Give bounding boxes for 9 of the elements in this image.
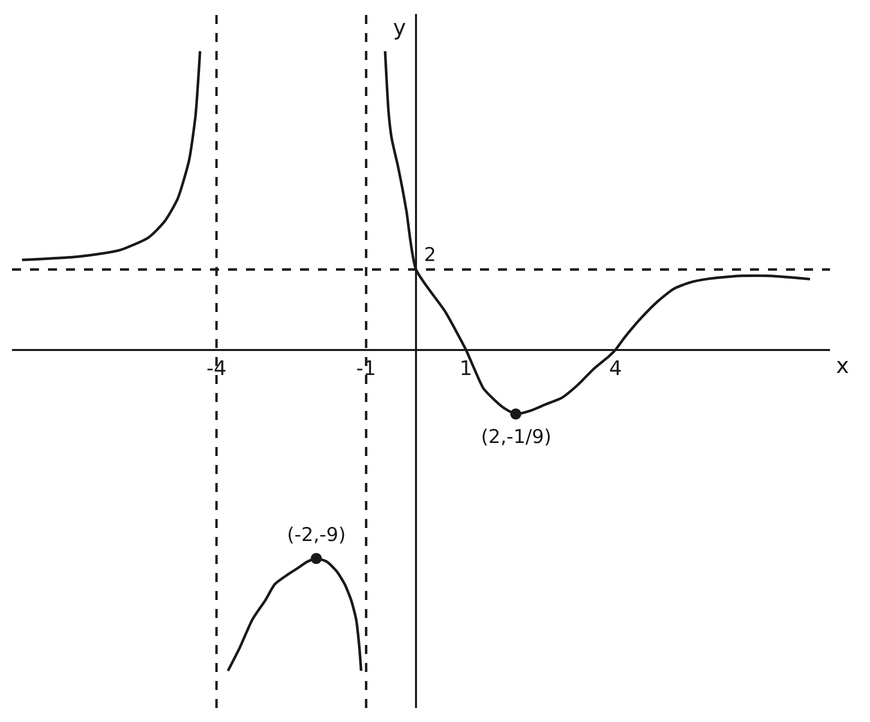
x-tick-label: 1: [460, 356, 472, 380]
annotation: (2,-1/9): [481, 426, 552, 448]
x-tick-label: -1: [356, 356, 376, 380]
y-axis-title: y: [393, 16, 406, 41]
x-axis-title: x: [836, 354, 850, 379]
x-tick-label: 4: [609, 356, 622, 380]
x-tick-label: -4: [206, 356, 226, 380]
annotation: 2: [424, 244, 436, 266]
annotation: (-2,-9): [287, 524, 346, 546]
